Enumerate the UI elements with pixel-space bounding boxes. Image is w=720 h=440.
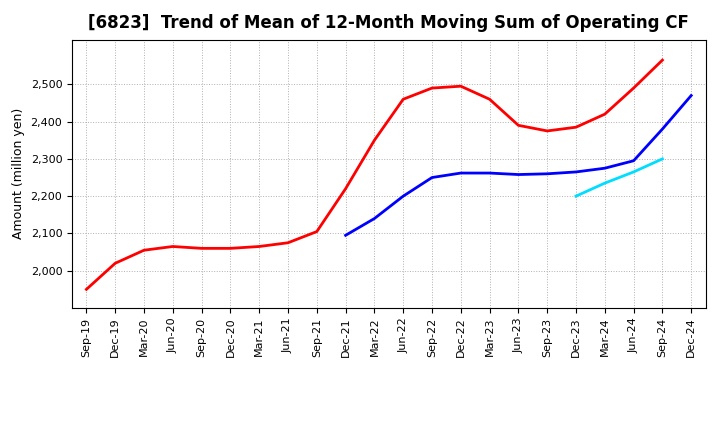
5 Years bbox=[658, 126, 667, 132]
3 Years bbox=[140, 248, 148, 253]
3 Years bbox=[428, 85, 436, 91]
3 Years bbox=[168, 244, 177, 249]
Line: 7 Years: 7 Years bbox=[576, 159, 662, 196]
5 Years bbox=[341, 233, 350, 238]
3 Years bbox=[370, 138, 379, 143]
3 Years bbox=[82, 287, 91, 292]
5 Years bbox=[456, 170, 465, 176]
7 Years bbox=[572, 194, 580, 199]
5 Years bbox=[370, 216, 379, 221]
3 Years bbox=[255, 244, 264, 249]
5 Years bbox=[485, 170, 494, 176]
3 Years bbox=[197, 246, 206, 251]
5 Years bbox=[514, 172, 523, 177]
3 Years bbox=[600, 111, 609, 117]
5 Years bbox=[428, 175, 436, 180]
3 Years bbox=[629, 85, 638, 91]
Line: 3 Years: 3 Years bbox=[86, 60, 662, 290]
5 Years bbox=[543, 171, 552, 176]
Line: 5 Years: 5 Years bbox=[346, 95, 691, 235]
5 Years bbox=[687, 93, 696, 98]
7 Years bbox=[600, 180, 609, 186]
Y-axis label: Amount (million yen): Amount (million yen) bbox=[12, 108, 25, 239]
5 Years bbox=[629, 158, 638, 163]
Title: [6823]  Trend of Mean of 12-Month Moving Sum of Operating CF: [6823] Trend of Mean of 12-Month Moving … bbox=[89, 15, 689, 33]
3 Years bbox=[485, 97, 494, 102]
5 Years bbox=[600, 165, 609, 171]
3 Years bbox=[341, 186, 350, 191]
3 Years bbox=[111, 260, 120, 266]
3 Years bbox=[456, 84, 465, 89]
3 Years bbox=[543, 128, 552, 134]
5 Years bbox=[399, 194, 408, 199]
3 Years bbox=[658, 58, 667, 63]
3 Years bbox=[312, 229, 321, 234]
7 Years bbox=[629, 169, 638, 175]
7 Years bbox=[658, 156, 667, 161]
3 Years bbox=[514, 123, 523, 128]
3 Years bbox=[572, 125, 580, 130]
3 Years bbox=[284, 240, 292, 246]
3 Years bbox=[226, 246, 235, 251]
3 Years bbox=[399, 97, 408, 102]
5 Years bbox=[572, 169, 580, 175]
